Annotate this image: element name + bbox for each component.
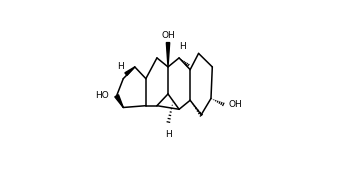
Text: OH: OH: [229, 100, 243, 109]
Text: H: H: [117, 62, 123, 70]
Text: HO: HO: [95, 91, 108, 100]
Polygon shape: [125, 67, 135, 75]
Text: H: H: [165, 130, 171, 139]
Polygon shape: [115, 95, 123, 107]
Text: H: H: [179, 42, 186, 51]
Polygon shape: [166, 43, 170, 67]
Text: OH: OH: [161, 31, 175, 40]
